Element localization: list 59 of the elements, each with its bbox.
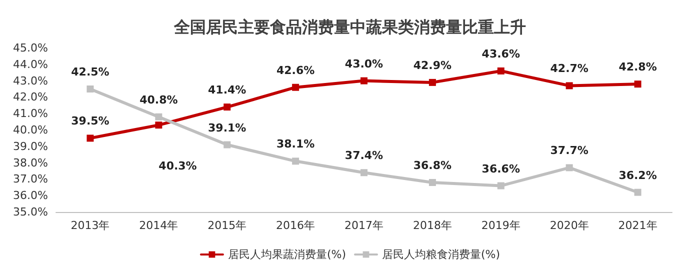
y-tick-label: 42.0% bbox=[13, 90, 48, 104]
point bbox=[292, 158, 300, 165]
x-tick-label: 2021年 bbox=[618, 219, 658, 232]
data-label: 36.2% bbox=[618, 168, 657, 182]
y-tick-label: 37.0% bbox=[13, 172, 48, 186]
x-tick-label: 2017年 bbox=[344, 219, 384, 232]
point bbox=[497, 182, 504, 190]
x-tick-label: 2014年 bbox=[139, 219, 178, 232]
point bbox=[224, 104, 231, 111]
data-label: 42.8% bbox=[618, 60, 657, 74]
y-tick-label: 44.0% bbox=[13, 58, 48, 71]
y-tick-label: 38.0% bbox=[13, 156, 48, 170]
data-label: 39.5% bbox=[71, 114, 110, 128]
data-label: 40.3% bbox=[158, 160, 197, 173]
x-tick-label: 2013年 bbox=[70, 219, 110, 232]
point bbox=[497, 67, 504, 74]
point bbox=[634, 80, 642, 88]
chart-title: 全国居民主要食品消费量中蔬果类消费量比重上升 bbox=[173, 18, 526, 36]
x-tick-label: 2018年 bbox=[412, 219, 452, 232]
data-label: 37.7% bbox=[550, 144, 588, 158]
y-tick-label: 36.0% bbox=[13, 189, 48, 202]
x-tick-label: 2020年 bbox=[550, 219, 589, 232]
point bbox=[224, 141, 231, 148]
point bbox=[292, 84, 300, 91]
data-label: 42.9% bbox=[413, 58, 452, 72]
data-label: 37.4% bbox=[344, 149, 384, 162]
legend-label: 居民人均粮食消费量(%) bbox=[382, 248, 500, 261]
data-label: 39.1% bbox=[208, 121, 246, 134]
point bbox=[155, 122, 162, 129]
point bbox=[566, 164, 573, 172]
point bbox=[428, 78, 436, 86]
point bbox=[86, 86, 94, 92]
data-label: 36.6% bbox=[482, 162, 520, 176]
data-label: 40.8% bbox=[140, 93, 178, 106]
y-tick-label: 35.0% bbox=[13, 206, 48, 218]
y-tick-label: 41.0% bbox=[13, 107, 48, 120]
y-tick-label: 43.0% bbox=[13, 74, 48, 88]
point bbox=[155, 113, 162, 120]
point bbox=[566, 82, 573, 90]
data-label: 41.4% bbox=[208, 84, 246, 97]
legend-label: 居民人均果蔬消费量(%) bbox=[228, 248, 346, 261]
data-label: 42.5% bbox=[71, 66, 110, 78]
x-tick-label: 2019年 bbox=[481, 219, 520, 232]
y-tick-label: 40.0% bbox=[13, 124, 48, 136]
y-tick-label: 45.0% bbox=[13, 42, 48, 54]
data-label: 36.8% bbox=[413, 158, 452, 172]
data-label: 38.1% bbox=[276, 138, 315, 151]
data-label: 43.0% bbox=[344, 57, 384, 70]
point bbox=[86, 134, 94, 142]
y-tick-label: 39.0% bbox=[13, 140, 48, 153]
point bbox=[634, 188, 642, 196]
x-tick-label: 2015年 bbox=[208, 219, 247, 232]
point bbox=[428, 178, 436, 186]
data-label: 42.7% bbox=[550, 62, 588, 76]
x-tick-label: 2016年 bbox=[276, 219, 316, 232]
data-label: 42.6% bbox=[276, 64, 315, 77]
point bbox=[360, 169, 368, 176]
point bbox=[360, 77, 368, 84]
data-label: 43.6% bbox=[482, 47, 520, 60]
